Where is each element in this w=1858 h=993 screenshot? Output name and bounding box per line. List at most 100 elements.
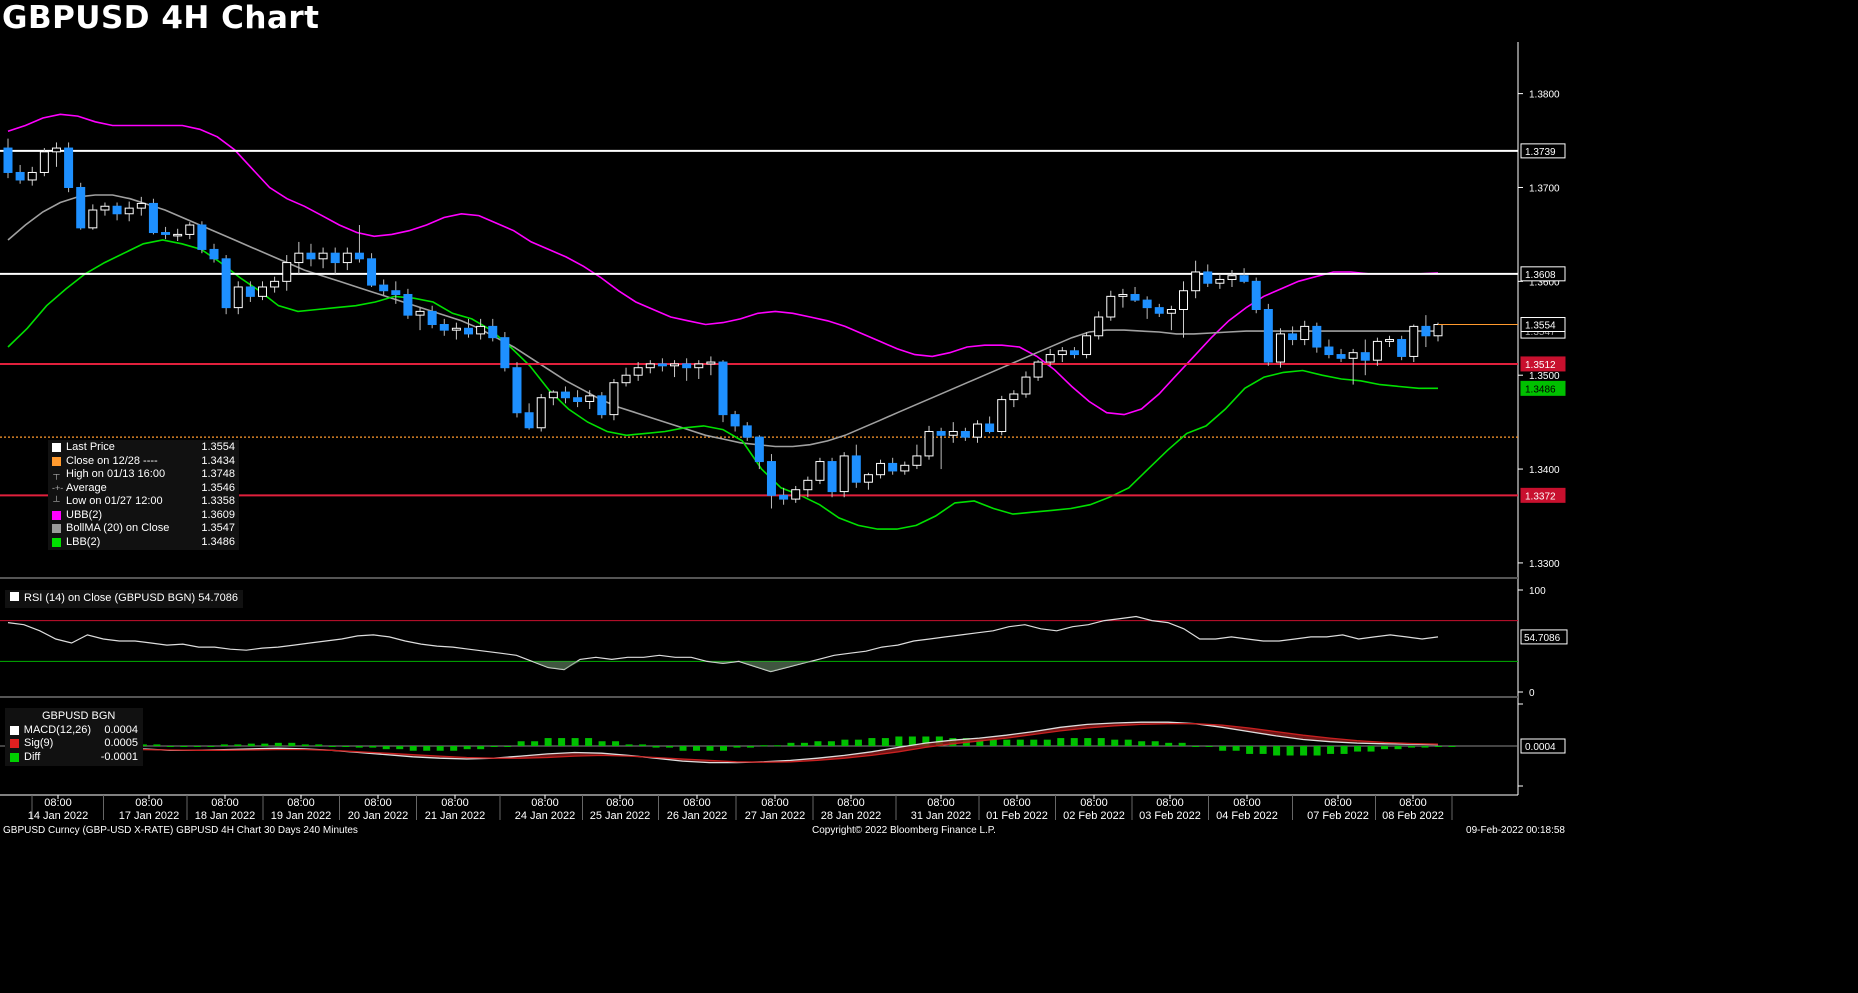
candle-body bbox=[888, 462, 898, 472]
candle bbox=[197, 221, 207, 254]
candle-body bbox=[524, 412, 534, 429]
macd-histogram-bar bbox=[558, 738, 566, 746]
macd-legend-value: 0.0005 bbox=[104, 737, 138, 749]
macd-legend-label: Sig(9) bbox=[24, 737, 54, 749]
macd-histogram-bar bbox=[1435, 746, 1442, 747]
legend-value: 1.3609 bbox=[201, 508, 235, 521]
candle-body bbox=[694, 363, 704, 369]
macd-histogram-bar bbox=[773, 745, 781, 747]
legend-label: Last Price bbox=[66, 441, 115, 453]
macd-histogram-bar bbox=[814, 741, 822, 746]
x-tick-time: 08:00 bbox=[683, 797, 711, 809]
x-tick-time: 08:00 bbox=[287, 797, 315, 809]
x-tick-time: 08:00 bbox=[211, 797, 239, 809]
candle bbox=[379, 279, 389, 296]
candle bbox=[900, 461, 910, 475]
macd-histogram-bar bbox=[800, 742, 808, 746]
macd-histogram-bar bbox=[1057, 738, 1065, 746]
candle-body bbox=[1348, 352, 1358, 359]
candle-body bbox=[1009, 393, 1019, 401]
macd-histogram-bar bbox=[1138, 741, 1146, 746]
candle-body bbox=[451, 327, 461, 331]
macd-histogram-bar bbox=[1003, 739, 1011, 746]
x-tick-date: 14 Jan 2022 bbox=[28, 810, 89, 822]
candle-body bbox=[815, 461, 825, 481]
candle bbox=[282, 255, 292, 291]
candle-body bbox=[354, 252, 364, 260]
x-tick-time: 08:00 bbox=[135, 797, 163, 809]
candle-body bbox=[972, 423, 982, 438]
lbb-price-tag: 1.3486 bbox=[1525, 384, 1556, 395]
x-tick-date: 19 Jan 2022 bbox=[271, 810, 332, 822]
rsi-value-tag-bg bbox=[1520, 629, 1568, 645]
candle-body bbox=[51, 147, 61, 153]
macd-histogram-bar bbox=[1408, 746, 1416, 748]
macd-histogram-bar bbox=[517, 741, 525, 746]
candle bbox=[985, 416, 995, 434]
candle bbox=[15, 164, 25, 184]
legend-row: Close on 12/28 ---- 1.3434 bbox=[52, 455, 235, 469]
candle bbox=[1215, 273, 1225, 289]
macd-histogram-bar bbox=[288, 742, 296, 746]
legend-value: 1.3554 bbox=[201, 441, 235, 453]
legend-row: UBB(2) 1.3609 bbox=[52, 509, 235, 523]
average-marker-icon: -+- bbox=[52, 482, 64, 493]
candle-body bbox=[1142, 299, 1152, 309]
x-tick-time: 08:00 bbox=[531, 797, 559, 809]
candle-body bbox=[839, 455, 849, 493]
candle bbox=[476, 318, 486, 340]
macd-histogram-bar bbox=[139, 744, 147, 746]
candle-body bbox=[670, 363, 680, 367]
legend-value: 1.3358 bbox=[201, 495, 235, 507]
candle-body bbox=[88, 209, 98, 229]
macd-histogram-bar bbox=[1111, 739, 1119, 746]
macd-histogram-bar bbox=[477, 746, 485, 750]
rsi-legend-text: RSI (14) on Close (GBPUSD BGN) 54.7086 bbox=[24, 592, 238, 604]
footer-source: GBPUSD Curncy (GBP-USD X-RATE) GBPUSD 4H… bbox=[3, 825, 358, 836]
candle-body bbox=[682, 363, 692, 369]
macd-histogram-bar bbox=[1354, 746, 1362, 752]
candle-body bbox=[1336, 354, 1346, 359]
candle-body bbox=[403, 293, 413, 316]
candle bbox=[924, 425, 934, 460]
candle-body bbox=[936, 431, 946, 436]
macd-histogram-bar bbox=[625, 744, 633, 746]
rsi-tick-label: 0 bbox=[1529, 688, 1535, 699]
macd-histogram-bar bbox=[274, 742, 282, 746]
x-tick-date: 01 Feb 2022 bbox=[986, 810, 1048, 822]
macd-histogram-bar bbox=[841, 739, 849, 746]
candle bbox=[439, 318, 449, 336]
x-tick-date: 02 Feb 2022 bbox=[1063, 810, 1125, 822]
macd-histogram-bar bbox=[854, 739, 862, 746]
x-tick-time: 08:00 bbox=[837, 797, 865, 809]
candle-body bbox=[439, 324, 449, 331]
legend-row: BollMA (20) on Close 1.3547 bbox=[52, 522, 235, 536]
y-tick-label: 1.3300 bbox=[1529, 559, 1560, 570]
white-square-icon bbox=[10, 592, 19, 601]
macd-histogram-bar bbox=[1219, 746, 1227, 751]
candle-body bbox=[718, 361, 728, 416]
macd-histogram-bar bbox=[1394, 746, 1402, 750]
macd-histogram-bar bbox=[1043, 739, 1051, 746]
candle-body bbox=[500, 337, 510, 369]
macd-histogram-bar bbox=[1124, 739, 1132, 746]
macd-histogram-bar bbox=[490, 746, 498, 747]
candle-body bbox=[379, 284, 389, 292]
candle bbox=[112, 202, 122, 221]
candle-body bbox=[1300, 325, 1310, 341]
candle bbox=[754, 435, 764, 470]
candle bbox=[270, 276, 280, 293]
macd-histogram-bar bbox=[1205, 746, 1213, 747]
candle bbox=[342, 247, 352, 271]
candle bbox=[633, 362, 643, 381]
candle bbox=[1069, 347, 1079, 359]
candle bbox=[706, 356, 716, 376]
x-tick-time: 08:00 bbox=[364, 797, 392, 809]
candle-body bbox=[512, 367, 522, 414]
candle-body bbox=[1166, 309, 1176, 314]
footer-timestamp: 09-Feb-2022 00:18:58 bbox=[1466, 825, 1565, 836]
macd-histogram-bar bbox=[720, 746, 727, 751]
candle-body bbox=[136, 202, 146, 209]
macd-histogram-bar bbox=[193, 746, 201, 747]
x-tick-time: 08:00 bbox=[1080, 797, 1108, 809]
